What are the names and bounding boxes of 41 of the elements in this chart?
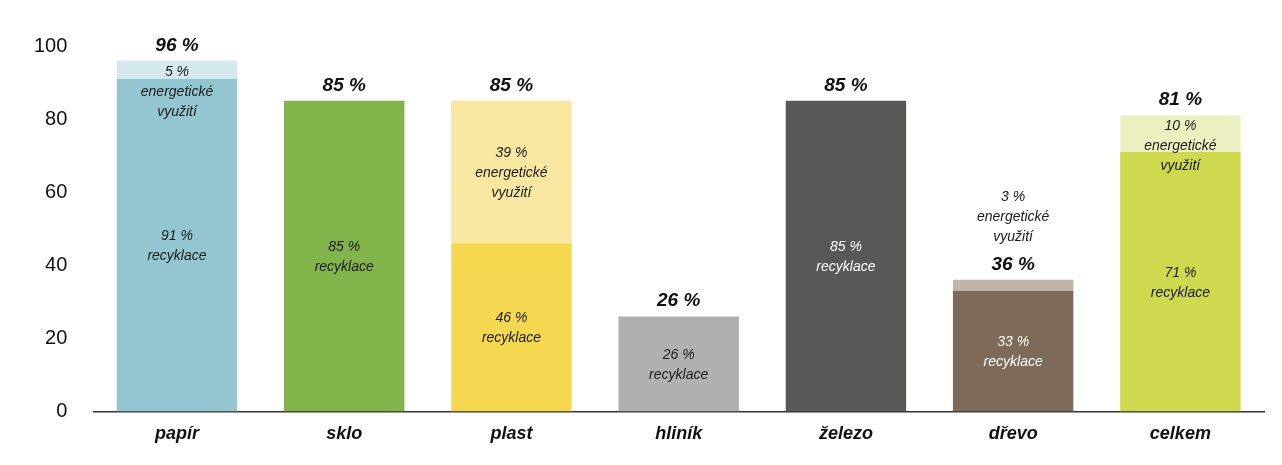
x-tick-label: celkem	[1149, 423, 1211, 444]
x-tick-label: sklo	[326, 423, 363, 444]
x-tick-label: papír	[153, 423, 200, 444]
x-tick-label: dřevo	[988, 423, 1038, 444]
total-label: 81 %	[1158, 88, 1203, 110]
data-label: 10 % energetické využití	[1144, 117, 1217, 174]
total-label: 36 %	[991, 252, 1035, 274]
x-tick-label: železo	[817, 423, 873, 444]
bar	[284, 100, 405, 412]
bar	[451, 100, 572, 244]
data-label: 71 % recyklace	[1150, 263, 1211, 300]
y-tick-label: 100	[33, 33, 68, 56]
bar	[116, 60, 238, 79]
x-tick-label: plast	[489, 423, 534, 444]
data-label: 26 % recyklace	[649, 345, 709, 382]
total-label: 26 %	[656, 289, 701, 311]
data-label: 39 % energetické využití	[475, 144, 548, 201]
data-label: 46 % recyklace	[481, 309, 542, 346]
y-tick-label: 60	[45, 179, 68, 202]
y-tick-label: 40	[45, 252, 68, 275]
total-label: 96 %	[155, 33, 199, 55]
y-tick-label: 0	[56, 398, 68, 421]
bar	[1120, 151, 1241, 412]
bar	[952, 279, 1074, 291]
bar	[618, 316, 739, 412]
bar	[952, 290, 1074, 412]
y-tick-label: 20	[45, 325, 68, 348]
data-label: 33 % recyklace	[983, 333, 1043, 370]
bar	[116, 78, 238, 412]
data-label: 5 % energetické využití	[140, 62, 214, 119]
total-label: 85 %	[489, 73, 534, 95]
data-label: 85 % recyklace	[816, 238, 876, 275]
x-tick-label: hliník	[655, 423, 704, 444]
total-label: 85 %	[322, 73, 366, 95]
bar	[451, 243, 572, 412]
data-label: 85 % recyklace	[314, 238, 374, 275]
data-label: 3 % energetické využití	[976, 187, 1050, 244]
data-label: 91 % recyklace	[147, 227, 207, 264]
bar	[785, 100, 907, 412]
total-label: 85 %	[824, 73, 868, 95]
y-tick-label: 80	[45, 106, 68, 129]
